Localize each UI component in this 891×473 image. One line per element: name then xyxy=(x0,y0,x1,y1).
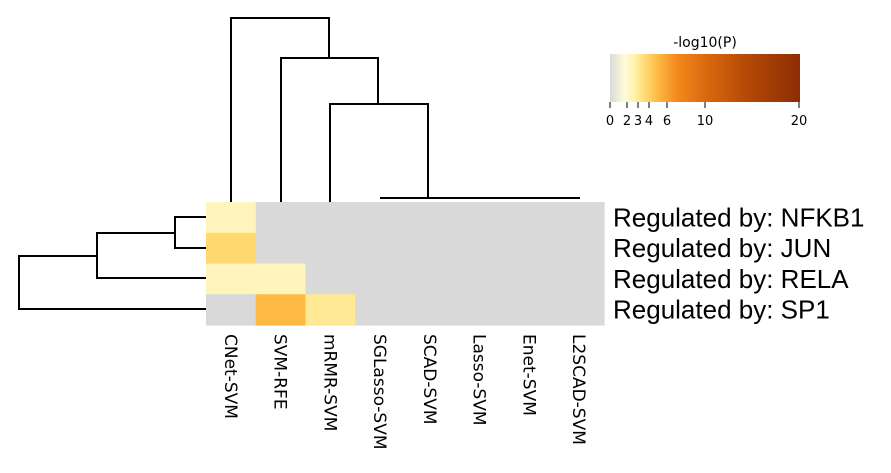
row-label: Regulated by: JUN xyxy=(613,233,831,263)
heatmap-cell xyxy=(206,263,257,295)
heatmap-cell xyxy=(504,232,555,265)
heatmap-cell xyxy=(554,294,605,326)
heatmap-cell xyxy=(504,202,555,234)
heatmap-cell xyxy=(454,294,506,326)
heatmap-cell xyxy=(554,202,605,234)
heatmap-cell xyxy=(305,294,356,326)
column-label: SCAD-SVM xyxy=(419,334,439,425)
heatmap-cell xyxy=(255,202,307,234)
column-label: CNet-SVM xyxy=(220,334,240,419)
column-label: mRMR-SVM xyxy=(319,334,339,431)
heatmap-cell xyxy=(355,232,406,265)
colorbar-tick-label: 3 xyxy=(634,114,642,129)
heatmap-cell xyxy=(405,294,456,326)
colorbar-tick-label: 6 xyxy=(663,114,671,129)
column-label: Lasso-SVM xyxy=(469,334,489,426)
heatmap-cell xyxy=(355,263,406,295)
column-label: Enet-SVM xyxy=(518,334,538,416)
heatmap-cell xyxy=(454,202,506,234)
heatmap-cell xyxy=(305,263,356,295)
heatmap-cell xyxy=(405,263,456,295)
row-label: Regulated by: NFKB1 xyxy=(613,202,864,232)
colorbar-tick-label: 2 xyxy=(623,114,631,129)
heatmap-cell xyxy=(454,232,506,265)
column-dendrogram xyxy=(230,17,580,203)
heatmap-cell xyxy=(405,202,456,234)
colorbar-ticks: 0 2 3 4 6 10 20 xyxy=(606,102,807,129)
heatmap-cell xyxy=(255,263,307,295)
heatmap-cell xyxy=(255,294,307,326)
heatmap-cell xyxy=(454,263,506,295)
heatmap-cell xyxy=(355,294,406,326)
row-label: Regulated by: RELA xyxy=(613,264,849,294)
colorbar-gradient xyxy=(610,54,800,102)
heatmap-cell xyxy=(305,232,356,265)
heatmap-cells xyxy=(206,202,605,326)
heatmap-cell xyxy=(554,232,605,265)
heatmap-cell xyxy=(255,232,307,265)
row-dendrogram xyxy=(18,216,206,310)
row-label: Regulated by: SP1 xyxy=(613,295,830,325)
column-labels: CNet-SVM SVM-RFE mRMR-SVM SGLasso-SVM SCAD-S… xyxy=(220,334,588,450)
heatmap-cell xyxy=(554,263,605,295)
column-label: SGLasso-SVM xyxy=(369,334,389,450)
column-label: L2SCAD-SVM xyxy=(568,334,588,445)
colorbar-tick-label: 4 xyxy=(645,114,653,129)
colorbar: -log10(P) 0 2 3 4 6 10 20 xyxy=(606,35,807,129)
colorbar-title: -log10(P) xyxy=(673,35,737,51)
colorbar-tick-label: 20 xyxy=(791,114,808,129)
colorbar-tick-label: 10 xyxy=(697,114,714,129)
heatmap-cell xyxy=(405,232,456,265)
heatmap-cell xyxy=(355,202,406,234)
heatmap-cell xyxy=(206,232,257,265)
colorbar-tick-label: 0 xyxy=(606,114,614,129)
heatmap-cell xyxy=(206,294,257,326)
heatmap-cell xyxy=(504,294,555,326)
heatmap-cell xyxy=(504,263,555,295)
heatmap-cell xyxy=(206,202,257,234)
heatmap-cell xyxy=(305,202,356,234)
column-label: SVM-RFE xyxy=(270,334,290,410)
